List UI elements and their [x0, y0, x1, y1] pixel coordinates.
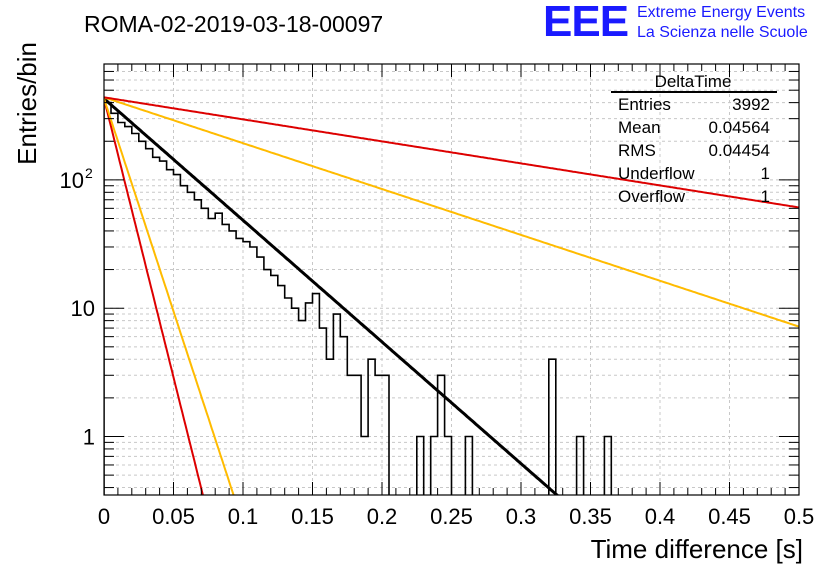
x-tick-label: 0.15 — [291, 504, 334, 529]
stats-value-entries: 3992 — [732, 95, 770, 114]
stats-value-overflow: 1 — [761, 187, 770, 206]
x-tick-label: 0.05 — [152, 504, 195, 529]
stats-box: DeltaTime Entries 3992 Mean 0.04564 RMS … — [611, 72, 777, 206]
fit-curve — [104, 96, 799, 328]
x-tick-label: 0.45 — [708, 504, 751, 529]
x-axis-label: Time difference [s] — [591, 534, 803, 564]
histogram-bars — [104, 101, 613, 495]
x-tick-label: 0.1 — [228, 504, 259, 529]
logo-line-1: Extreme Energy Events — [637, 4, 806, 21]
stats-label-overflow: Overflow — [618, 187, 686, 206]
stats-label-underflow: Underflow — [618, 164, 695, 183]
fit-curve — [104, 98, 235, 495]
axis-ticks — [103, 63, 800, 495]
y-tick-label: 10 — [60, 168, 84, 193]
x-tick-label: 0.3 — [506, 504, 537, 529]
fit-curve — [104, 96, 799, 209]
y-tick-label: 1 — [83, 424, 95, 449]
histogram-outline — [104, 101, 613, 495]
tick-labels: 0 0.05 0.1 0.15 0.2 0.25 0.3 0.35 0.4 0.45 0.5 1 10 1… — [60, 165, 815, 529]
stats-value-mean: 0.04564 — [709, 118, 770, 137]
x-tick-label: 0.35 — [569, 504, 612, 529]
x-tick-label: 0.2 — [367, 504, 398, 529]
stats-value-rms: 0.04454 — [709, 141, 770, 160]
chart-title: ROMA-02-2019-03-18-00097 — [84, 11, 383, 37]
stats-label-entries: Entries — [618, 95, 671, 114]
x-tick-label: 0 — [98, 504, 110, 529]
y-tick-label: 10 — [71, 296, 95, 321]
stats-label-mean: Mean — [618, 118, 661, 137]
x-tick-label: 0.25 — [430, 504, 473, 529]
fit-curves — [104, 96, 799, 495]
x-tick-label: 0.5 — [784, 504, 815, 529]
fit-curve — [104, 98, 204, 495]
eee-logo: EEE — [543, 0, 629, 46]
logo-line-2: La Scienza nelle Scuole — [637, 24, 808, 41]
stats-value-underflow: 1 — [761, 164, 770, 183]
y-axis-label: Entries/bin — [12, 42, 42, 165]
y-tick-exponent: 2 — [85, 165, 93, 181]
stats-title: DeltaTime — [655, 72, 732, 91]
fit-curve — [104, 97, 560, 495]
x-tick-label: 0.4 — [645, 504, 676, 529]
stats-label-rms: RMS — [618, 141, 656, 160]
